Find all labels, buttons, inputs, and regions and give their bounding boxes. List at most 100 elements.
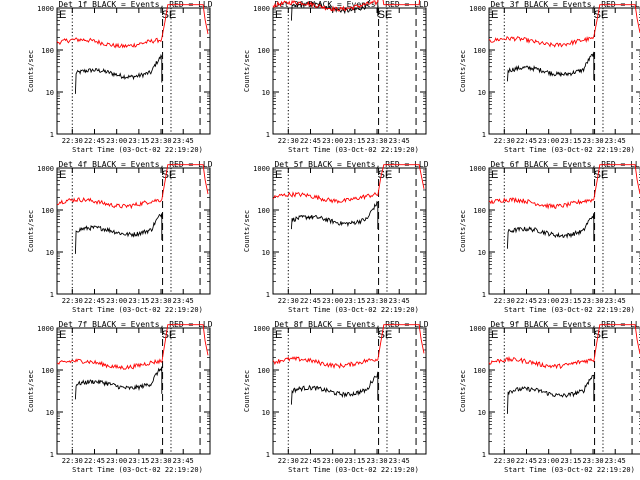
y-tick-label: 10 — [46, 89, 54, 97]
se-label: SE — [162, 329, 177, 341]
y-axis-label: Counts/sec — [243, 370, 251, 412]
y-tick-label: 100 — [257, 47, 270, 55]
x-tick-label: 23:00 — [106, 137, 127, 145]
x-tick-label: 22:45 — [84, 457, 105, 465]
y-tick-label: 1000 — [253, 5, 270, 13]
x-axis-label: Start Time (03-Oct-02 22:19:20) — [288, 146, 419, 154]
start-label: E — [59, 9, 66, 21]
x-tick-label: 23:30 — [583, 457, 604, 465]
y-tick-label: 1000 — [37, 5, 54, 13]
panel-det-4: Det 4f BLACK = Events, RED = LLD 1 10 100 10… — [27, 160, 213, 314]
x-tick-label: 22:30 — [278, 457, 299, 465]
series-lld — [488, 324, 640, 370]
y-tick-label: 100 — [41, 47, 54, 55]
x-tick-label: 23:45 — [173, 457, 194, 465]
x-tick-label: 23:30 — [151, 457, 172, 465]
x-tick-label: 23:00 — [322, 457, 343, 465]
y-tick-label: 1 — [50, 131, 54, 139]
y-tick-label: 1 — [266, 451, 270, 459]
x-tick-label: 22:45 — [516, 457, 537, 465]
y-tick-label: 10 — [46, 249, 54, 257]
plot-frame — [488, 167, 640, 295]
panel-title: Det 4f BLACK = Events, RED = LLD — [58, 160, 212, 169]
x-axis-label: Start Time (03-Oct-02 22:19:20) — [504, 146, 635, 154]
series-events — [74, 366, 163, 400]
x-tick-label: 23:15 — [344, 137, 365, 145]
y-axis-label: Counts/sec — [459, 370, 467, 412]
series-events — [74, 213, 163, 254]
se-label: SE — [594, 9, 609, 21]
panel-title: Det 7f BLACK = Events, RED = LLD — [58, 320, 212, 329]
y-tick-label: 1 — [482, 291, 486, 299]
plot-frame — [56, 167, 211, 295]
y-axis-label: Counts/sec — [27, 50, 35, 92]
x-tick-label: 23:00 — [106, 457, 127, 465]
x-tick-label: 23:00 — [322, 137, 343, 145]
y-axis-label: Counts/sec — [459, 50, 467, 92]
series-events — [290, 371, 379, 405]
y-tick-label: 100 — [473, 47, 486, 55]
x-tick-label: 23:45 — [173, 297, 194, 305]
y-axis-label: Counts/sec — [243, 50, 251, 92]
plot-frame — [488, 7, 640, 135]
panel-title: Det 8f BLACK = Events, RED = LLD — [274, 320, 428, 329]
x-axis-label: Start Time (03-Oct-02 22:19:20) — [72, 306, 203, 314]
panel-title: Det 1f BLACK = Events, RED = LLD — [58, 0, 212, 9]
y-tick-label: 1 — [482, 131, 486, 139]
x-tick-label: 23:00 — [322, 297, 343, 305]
x-tick-label: 22:45 — [300, 457, 321, 465]
start-label: E — [491, 9, 498, 21]
panel-det-1: Det 1f BLACK = Events, RED = LLD 1 10 100 10… — [27, 0, 213, 154]
panel-det-2: Det 2f BLACK = Events, RED = LLD 1 10 100 10… — [243, 0, 429, 154]
y-axis-label: Counts/sec — [27, 210, 35, 252]
y-tick-label: 10 — [262, 409, 270, 417]
y-tick-label: 1 — [266, 291, 270, 299]
x-tick-label: 22:30 — [278, 137, 299, 145]
y-tick-label: 1000 — [253, 325, 270, 333]
x-tick-label: 23:45 — [389, 457, 410, 465]
panel-det-6: Det 6f BLACK = Events, RED = LLD 1 10 100 10… — [459, 160, 640, 314]
start-label: E — [491, 169, 498, 181]
start-label: E — [275, 329, 282, 341]
x-tick-label: 23:15 — [128, 137, 149, 145]
x-tick-label: 22:45 — [84, 297, 105, 305]
x-tick-label: 22:30 — [278, 297, 299, 305]
y-tick-label: 10 — [46, 409, 54, 417]
y-tick-label: 100 — [41, 207, 54, 215]
x-tick-label: 23:30 — [151, 137, 172, 145]
series-events — [74, 53, 163, 94]
x-tick-label: 22:30 — [62, 137, 83, 145]
y-tick-label: 1 — [50, 451, 54, 459]
x-tick-label: 22:30 — [494, 137, 515, 145]
y-tick-label: 10 — [478, 89, 486, 97]
y-tick-label: 100 — [41, 367, 54, 375]
series-events — [506, 51, 595, 82]
series-lld — [56, 4, 209, 49]
x-tick-label: 23:15 — [344, 297, 365, 305]
x-tick-label: 23:45 — [389, 137, 410, 145]
y-tick-label: 1000 — [469, 5, 486, 13]
x-tick-label: 22:45 — [84, 137, 105, 145]
y-tick-label: 1 — [482, 451, 486, 459]
series-lld — [56, 164, 209, 210]
y-tick-label: 100 — [473, 207, 486, 215]
panel-title: Det 5f BLACK = Events, RED = LLD — [274, 160, 428, 169]
plot-frame — [56, 327, 211, 455]
x-tick-label: 23:30 — [367, 297, 388, 305]
se-label: SE — [378, 9, 393, 21]
plot-frame — [488, 327, 640, 455]
y-tick-label: 10 — [478, 249, 486, 257]
series-lld — [272, 0, 420, 13]
y-axis-label: Counts/sec — [243, 210, 251, 252]
x-tick-label: 23:45 — [605, 137, 626, 145]
y-tick-label: 100 — [257, 367, 270, 375]
x-tick-label: 23:30 — [583, 297, 604, 305]
x-axis-label: Start Time (03-Oct-02 22:19:20) — [504, 306, 635, 314]
series-events — [506, 374, 595, 414]
se-label: SE — [162, 9, 177, 21]
x-tick-label: 22:30 — [62, 297, 83, 305]
x-tick-label: 23:00 — [538, 137, 559, 145]
x-tick-label: 22:30 — [494, 297, 515, 305]
x-tick-label: 23:15 — [560, 457, 581, 465]
